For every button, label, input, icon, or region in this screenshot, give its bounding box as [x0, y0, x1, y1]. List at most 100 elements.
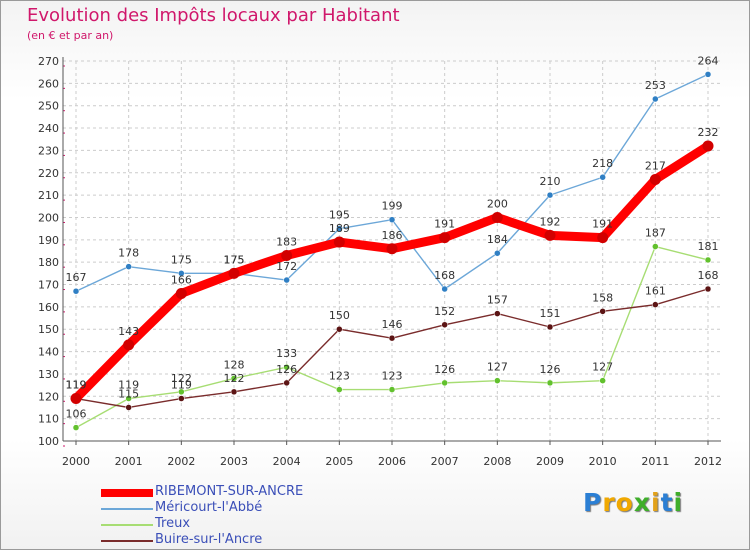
- data-point: [388, 386, 396, 393]
- data-label: 143: [118, 325, 139, 338]
- data-point: [599, 308, 606, 315]
- data-label: 195: [329, 209, 350, 222]
- data-label: 151: [540, 307, 561, 320]
- data-label: 217: [645, 159, 666, 172]
- data-point: [125, 404, 132, 411]
- data-label: 210: [540, 175, 561, 188]
- x-tick-label: 2011: [641, 455, 669, 468]
- data-label: 123: [382, 370, 403, 383]
- data-point: [283, 363, 290, 371]
- data-point: [597, 232, 609, 244]
- data-point: [491, 211, 503, 223]
- x-tick-label: 2007: [431, 455, 459, 468]
- data-point: [336, 386, 343, 393]
- data-point: [72, 424, 80, 431]
- data-point: [649, 173, 661, 185]
- y-tick-label: 160: [38, 301, 59, 314]
- data-label: 123: [329, 370, 350, 383]
- x-tick-label: 2006: [378, 455, 406, 468]
- data-label: 122: [171, 372, 192, 385]
- data-label: 128: [224, 358, 245, 371]
- data-point: [178, 395, 185, 402]
- data-label: 167: [66, 271, 87, 284]
- data-point: [652, 301, 659, 308]
- data-point: [230, 375, 238, 382]
- y-tick-label: 140: [38, 346, 59, 359]
- x-tick-label: 2012: [694, 455, 722, 468]
- data-point: [652, 95, 659, 103]
- logo-letter: i: [673, 488, 684, 517]
- data-point: [388, 216, 396, 223]
- data-label: 115: [118, 387, 139, 400]
- data-point: [546, 379, 554, 387]
- data-point: [178, 270, 185, 277]
- y-tick-label: 250: [38, 100, 59, 113]
- legend-label: Buire-sur-l'Ancre: [155, 532, 263, 547]
- data-label: 157: [487, 294, 508, 307]
- y-tick-label: 210: [38, 189, 59, 202]
- data-label: 189: [329, 222, 350, 235]
- y-tick-label: 100: [38, 435, 59, 448]
- data-label: 146: [382, 318, 403, 331]
- x-tick-label: 2008: [483, 455, 511, 468]
- data-point: [175, 287, 187, 299]
- data-label: 126: [276, 363, 297, 376]
- x-tick-label: 2009: [536, 455, 564, 468]
- x-tick-label: 2004: [273, 455, 301, 468]
- y-tick-label: 120: [38, 390, 59, 403]
- data-label: 168: [698, 269, 719, 282]
- y-tick-label: 260: [38, 77, 59, 90]
- y-tick-label: 230: [38, 144, 59, 157]
- data-label: 187: [645, 227, 666, 240]
- data-label: 119: [66, 379, 87, 392]
- data-point: [228, 267, 240, 279]
- data-point: [283, 276, 290, 284]
- data-label: 183: [276, 235, 297, 248]
- data-label: 161: [645, 285, 666, 298]
- data-point: [283, 379, 290, 387]
- data-label: 127: [592, 361, 613, 374]
- y-tick-label: 150: [38, 323, 59, 336]
- data-label: 175: [224, 253, 245, 266]
- data-point: [333, 236, 345, 248]
- data-label: 264: [698, 54, 719, 67]
- proxiti-logo: Proxiti: [583, 488, 683, 517]
- data-point: [704, 285, 712, 293]
- data-label: 126: [434, 363, 455, 376]
- x-tick-label: 2001: [115, 455, 143, 468]
- data-label: 172: [276, 260, 297, 273]
- data-label: 168: [434, 269, 455, 282]
- data-label: 127: [487, 361, 508, 374]
- x-tick-label: 2002: [167, 455, 195, 468]
- data-point: [494, 377, 501, 384]
- y-tick-label: 270: [38, 55, 59, 68]
- data-label: 175: [171, 253, 192, 266]
- data-point: [494, 310, 501, 317]
- data-label: 181: [698, 240, 719, 253]
- data-point: [336, 325, 343, 333]
- legend-swatch: [101, 508, 153, 510]
- data-labels: 119 143 166 175 183 189 186 191 200 192 191 217 232 1…: [66, 54, 719, 420]
- legend-swatch: [101, 489, 153, 497]
- logo-letter: o: [615, 488, 634, 517]
- data-point: [388, 334, 396, 342]
- y-tick-label: 110: [38, 413, 59, 426]
- data-label: 158: [592, 291, 613, 304]
- data-label: 199: [382, 200, 403, 213]
- logo-letter: t: [660, 488, 674, 517]
- y-tick-label: 200: [38, 211, 59, 224]
- data-label: 218: [592, 157, 613, 170]
- y-tick-label: 130: [38, 368, 59, 381]
- x-tick-label: 2003: [220, 455, 248, 468]
- data-label: 126: [540, 363, 561, 376]
- data-point: [123, 339, 135, 351]
- data-point: [125, 263, 132, 270]
- data-label: 119: [66, 379, 87, 392]
- legend-swatch: [101, 524, 153, 526]
- data-label: 175: [224, 253, 245, 266]
- logo-letter: P: [583, 488, 603, 517]
- data-label: 133: [276, 347, 297, 360]
- legend-label: RIBEMONT-SUR-ANCRE: [155, 484, 304, 499]
- y-tick-label: 170: [38, 279, 59, 292]
